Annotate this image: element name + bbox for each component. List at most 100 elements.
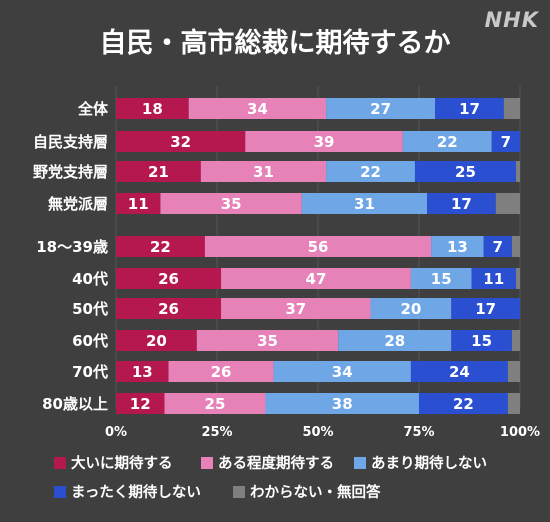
nhk-logo: NHK (485, 8, 540, 32)
data-label: 22 (453, 395, 474, 413)
data-label: 25 (205, 395, 226, 413)
data-label: 26 (158, 300, 179, 318)
bar-row: 自民支持層 32 39 22 7 (33, 131, 520, 152)
bar-segment (370, 298, 452, 319)
bar-segment (431, 236, 484, 257)
data-label: 17 (459, 100, 480, 118)
bar-row: 70代 13 26 34 24 (72, 361, 520, 382)
bar-row: 野党支持層 21 31 22 25 (33, 161, 520, 182)
bar-segment (471, 268, 516, 289)
data-label: 24 (449, 363, 470, 381)
data-label: 13 (132, 363, 153, 381)
bar-segment (511, 236, 520, 257)
data-label: 18 (142, 100, 163, 118)
bar-segment (507, 361, 520, 382)
data-label: 32 (170, 133, 191, 151)
legend-swatch (201, 457, 213, 469)
bar-row: 全体 18 34 27 17 (77, 98, 520, 119)
data-label: 37 (285, 300, 306, 318)
category-label: 40代 (72, 270, 108, 288)
legend-swatch (54, 486, 66, 498)
legend-item: あまり期待しない (354, 454, 487, 472)
legend-item: 大いに期待する (54, 454, 173, 472)
data-label: 28 (384, 332, 405, 350)
category-label: 無党派層 (48, 195, 108, 213)
bar-segment (414, 161, 516, 182)
data-label: 13 (447, 238, 468, 256)
bar-segment (116, 193, 161, 214)
data-label: 21 (148, 163, 169, 181)
data-label: 56 (308, 238, 329, 256)
bar-segment (515, 268, 520, 289)
bar-segment (116, 393, 165, 414)
bar-segment (168, 361, 274, 382)
category-label: 全体 (77, 100, 109, 118)
legend-swatch (54, 457, 66, 469)
x-tick-label: 0% (105, 425, 127, 440)
data-label: 25 (455, 163, 476, 181)
bar-segment (116, 98, 189, 119)
data-label: 22 (150, 238, 171, 256)
data-label: 7 (493, 238, 503, 256)
bar-segment (116, 361, 169, 382)
bar-segment (326, 161, 415, 182)
category-label: 70代 (72, 363, 108, 381)
bar-segment (515, 161, 520, 182)
data-label: 20 (400, 300, 421, 318)
bar-segment (164, 393, 266, 414)
bar-segment (196, 330, 339, 351)
bar-row: 無党派層 11 35 31 17 (48, 193, 520, 214)
bar-segment (204, 236, 432, 257)
bar-row: 50代 26 37 20 17 (72, 298, 520, 319)
bar-segment (116, 161, 201, 182)
data-label: 17 (475, 300, 496, 318)
bar-segment (116, 330, 197, 351)
bar-rows: 全体 18 34 27 17 自民支持層 32 39 22 7 野党支持層 21 31 22 25 無党派層 1… (33, 98, 520, 414)
x-tick-label: 50% (302, 425, 333, 440)
legend-item: ある程度期待する (201, 454, 334, 472)
bar-segment (435, 98, 504, 119)
bar-segment (507, 393, 520, 414)
bar-segment (221, 298, 371, 319)
data-label: 47 (306, 270, 327, 288)
bar-segment (491, 131, 520, 152)
bar-segment (483, 236, 512, 257)
bar-row: 18〜39歳 22 56 13 7 (36, 236, 520, 257)
legend-label: まったく期待しない (71, 483, 201, 501)
bar-segment (265, 393, 419, 414)
bar-segment (188, 98, 327, 119)
legend-item: わからない・無回答 (233, 483, 381, 501)
data-label: 7 (501, 133, 511, 151)
bar-segment (116, 236, 205, 257)
data-label: 34 (247, 100, 268, 118)
data-label: 15 (431, 270, 452, 288)
data-label: 34 (332, 363, 353, 381)
chart-title: 自民・高市総裁に期待するか (100, 27, 451, 59)
data-label: 38 (332, 395, 353, 413)
bar-segment (273, 361, 411, 382)
data-label: 31 (253, 163, 274, 181)
bar-segment (160, 193, 302, 214)
data-label: 22 (437, 133, 458, 151)
data-label: 12 (130, 395, 151, 413)
legend-label: 大いに期待する (71, 454, 173, 472)
data-label: 22 (360, 163, 381, 181)
bar-row: 40代 26 47 15 11 (72, 268, 520, 289)
bar-segment (116, 298, 222, 319)
legend-item: まったく期待しない (54, 483, 201, 501)
category-label: 自民支持層 (33, 133, 108, 151)
bar-segment (410, 361, 508, 382)
legend-label: ある程度期待する (218, 454, 334, 472)
bar-segment (410, 268, 472, 289)
data-label: 35 (221, 195, 242, 213)
data-label: 11 (483, 270, 504, 288)
category-label: 50代 (72, 300, 108, 318)
bar-segment (495, 193, 520, 214)
data-label: 20 (146, 332, 167, 350)
data-label: 27 (370, 100, 391, 118)
x-tick-label: 75% (403, 425, 434, 440)
bar-segment (511, 330, 520, 351)
bar-segment (200, 161, 327, 182)
